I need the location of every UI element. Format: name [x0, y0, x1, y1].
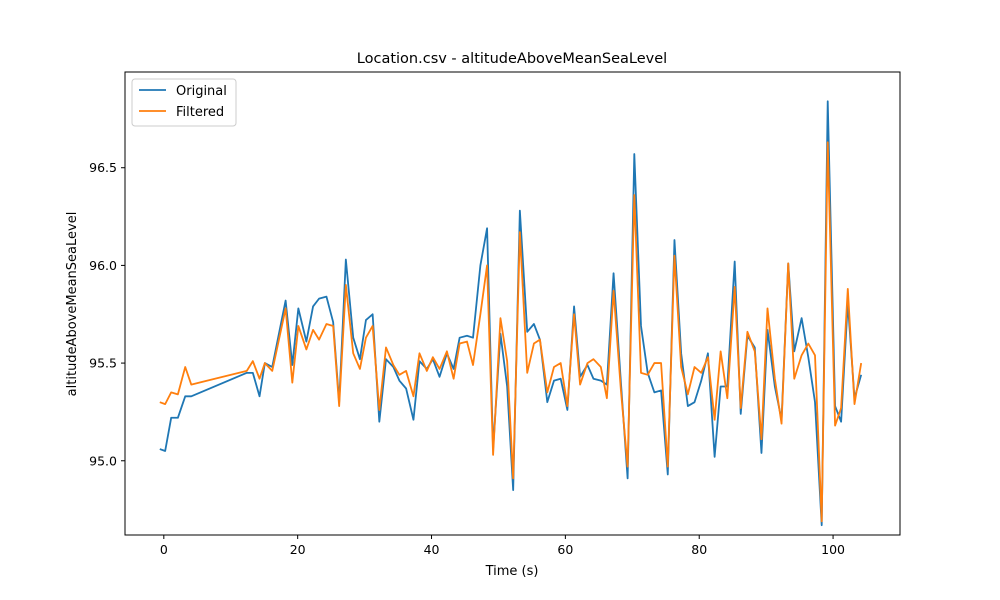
legend: Original Filtered — [131, 78, 237, 127]
y-axis: 95.0 95.5 96.0 96.5 — [89, 160, 125, 468]
x-tick-label: 0 — [160, 542, 168, 557]
x-tick-label: 20 — [290, 542, 306, 557]
x-tick-label: 80 — [691, 542, 707, 557]
y-tick-label: 96.5 — [89, 160, 117, 175]
y-tick-label: 96.0 — [89, 258, 117, 273]
series-layer — [159, 100, 863, 527]
y-tick-label: 95.0 — [89, 453, 117, 468]
y-axis-label: altitudeAboveMeanSeaLevel — [65, 212, 80, 397]
x-tick-label: 60 — [557, 542, 573, 557]
series-line-filtered — [159, 141, 863, 523]
legend-label-filtered: Filtered — [176, 105, 224, 120]
chart-title: Location.csv - altitudeAboveMeanSeaLevel — [357, 51, 667, 67]
x-axis: 0 20 40 60 80 100 — [160, 535, 845, 557]
x-tick-label: 100 — [821, 542, 845, 557]
x-tick-label: 40 — [424, 542, 440, 557]
plot-area — [124, 71, 901, 536]
series-line-original — [159, 100, 863, 527]
x-axis-label: Time (s) — [485, 564, 539, 579]
axes-spines — [124, 71, 901, 536]
y-tick-label: 95.5 — [89, 356, 117, 371]
legend-label-original: Original — [176, 84, 227, 99]
